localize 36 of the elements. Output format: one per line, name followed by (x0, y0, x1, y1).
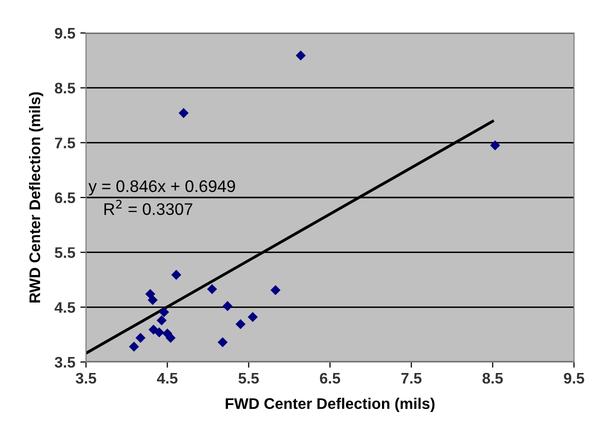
point (159, 307, 170, 318)
point (490, 140, 500, 150)
point (178, 108, 189, 118)
point (296, 50, 306, 60)
point (207, 284, 218, 294)
point (148, 295, 158, 306)
point (154, 327, 164, 338)
x-tick-label: 8.5 (482, 372, 503, 384)
x-tick-label: 9.5 (564, 372, 584, 384)
x-axis-title: FWD Center Deflection (mils) (226, 398, 434, 412)
point (171, 270, 182, 280)
y-tick-label: 4.5 (54, 302, 76, 313)
annotation: y = 0.846x + 0.6949 (88, 180, 235, 196)
point (135, 332, 146, 343)
point (128, 342, 139, 352)
x-tick-label: 4.5 (156, 372, 178, 384)
point (270, 285, 281, 296)
x-tick-label: 7.5 (401, 372, 422, 384)
x-tick-label: 3.5 (76, 372, 96, 384)
y-tick-label: 9.5 (54, 28, 76, 39)
y-tick-label: 5.5 (54, 247, 76, 258)
point (236, 319, 246, 330)
y-tick-label: 8.5 (54, 82, 76, 94)
y-tick-label: 6.5 (54, 192, 76, 204)
point (222, 301, 233, 312)
annotation: R$^{2}$ = 0.3307 (104, 200, 192, 216)
point (156, 315, 167, 326)
x-tick-label: 5.5 (238, 372, 259, 384)
y-tick-label: 3.5 (54, 356, 76, 368)
x-tick-label: 6.5 (320, 372, 340, 384)
point (166, 332, 176, 343)
y-axis-title: RWD Center Deflection (mils) (28, 92, 44, 302)
point (145, 289, 156, 300)
y-tick-label: 7.5 (55, 138, 76, 148)
point (248, 312, 258, 322)
point (218, 337, 228, 348)
